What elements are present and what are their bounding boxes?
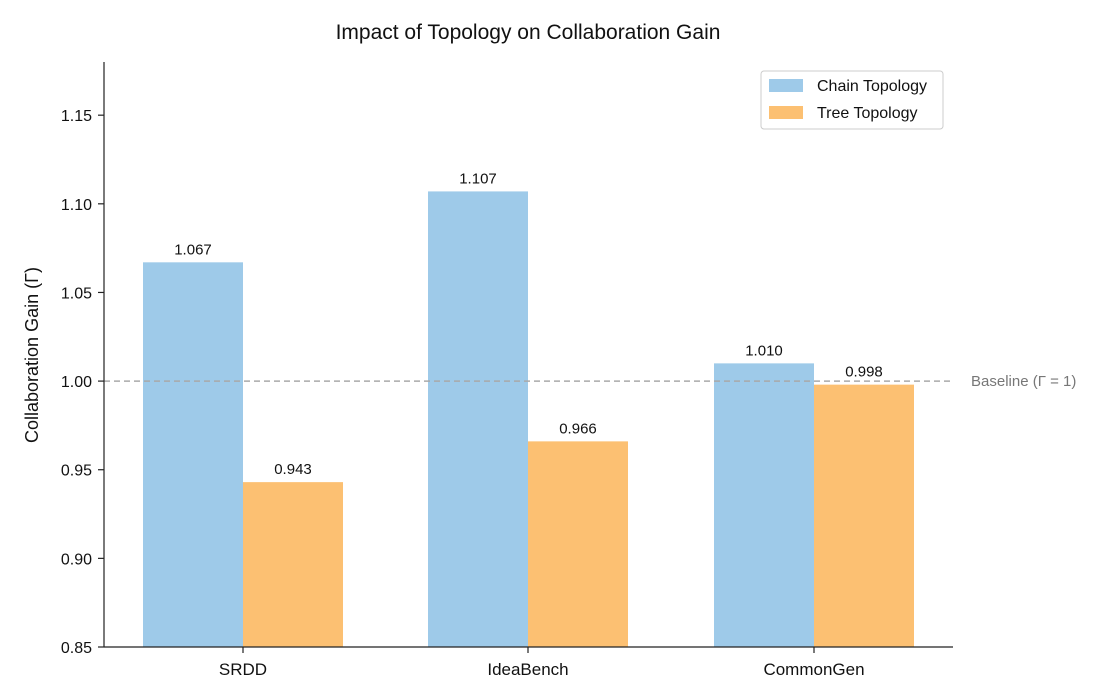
y-tick-label: 1.15: [61, 108, 92, 125]
legend-swatch-tree: [769, 106, 803, 119]
value-label-tree-ideabench: 0.966: [559, 420, 597, 437]
bar-tree-commongen: [814, 384, 914, 647]
chart-title: Impact of Topology on Collaboration Gain: [336, 21, 721, 44]
legend-frame: [760, 70, 944, 130]
x-axis: SRDD IdeaBench CommonGen: [104, 646, 953, 679]
y-tick-label: 0.90: [61, 551, 92, 568]
legend-label-chain: Chain Topology: [817, 78, 927, 95]
y-axis-label: Collaboration Gain (Γ): [22, 267, 42, 443]
bar-tree-srdd: [243, 482, 343, 647]
bar-chain-ideabench: [428, 191, 528, 647]
bars-layer: [143, 191, 914, 647]
y-tick-label: 1.10: [61, 197, 92, 214]
baseline-label: Baseline (Γ = 1): [971, 373, 1076, 390]
y-tick-label: 1.00: [61, 374, 92, 391]
x-tick-label-ideabench: IdeaBench: [487, 660, 568, 679]
legend-label-tree: Tree Topology: [817, 105, 918, 122]
bar-chain-commongen: [714, 363, 814, 647]
y-tick-label: 0.95: [61, 463, 92, 480]
bar-tree-ideabench: [528, 441, 628, 647]
value-label-chain-commongen: 1.010: [745, 342, 783, 359]
value-label-tree-srdd: 0.943: [274, 461, 312, 478]
baseline-layer: Baseline (Γ = 1): [104, 373, 1076, 390]
y-tick-label: 1.05: [61, 285, 92, 302]
value-label-chain-ideabench: 1.107: [459, 170, 497, 187]
y-axis: 0.85 0.90 0.95 1.00 1.05 1.10 1.15: [61, 62, 105, 657]
y-tick-label: 0.85: [61, 640, 92, 657]
value-label-tree-commongen: 0.998: [845, 364, 883, 381]
bar-chain-srdd: [143, 262, 243, 647]
legend-swatch-chain: [769, 79, 803, 92]
value-label-chain-srdd: 1.067: [174, 241, 212, 258]
x-tick-label-srdd: SRDD: [219, 660, 267, 679]
value-labels-layer: 1.067 1.107 1.010 0.943 0.966 0.998: [174, 170, 883, 478]
legend: Chain Topology Tree Topology: [760, 70, 944, 130]
x-tick-label-commongen: CommonGen: [763, 660, 864, 679]
